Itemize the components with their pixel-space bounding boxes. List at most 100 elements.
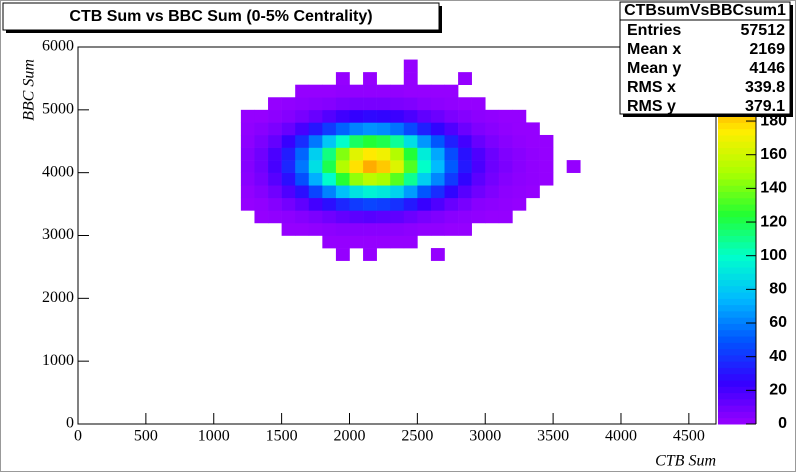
color-scale-step <box>718 222 756 230</box>
heat-cell <box>240 109 255 123</box>
heat-cell <box>376 160 391 173</box>
heat-cell <box>403 147 418 161</box>
color-scale-step <box>718 241 756 249</box>
heat-cell <box>525 147 540 161</box>
heat-cell <box>281 210 296 224</box>
heat-cell <box>458 197 472 211</box>
heat-cell <box>322 160 337 173</box>
x-tick-label: 0 <box>74 428 82 445</box>
plot-area <box>240 59 581 261</box>
color-scale-step <box>718 329 756 337</box>
x-tick-label: 4500 <box>673 428 705 445</box>
heat-cell <box>254 134 269 148</box>
heat-cell <box>403 59 418 73</box>
heat-cell <box>376 122 391 136</box>
heat-cell <box>295 222 310 236</box>
heat-cell <box>390 160 405 173</box>
heat-cell <box>363 147 377 161</box>
heat-cell <box>444 222 459 236</box>
heat-cell <box>308 222 323 236</box>
heat-cell <box>458 210 472 224</box>
heat-cell <box>471 197 486 211</box>
heat-cell <box>268 197 282 211</box>
heat-cell <box>363 160 377 173</box>
color-scale-step <box>718 342 756 350</box>
heat-cell <box>376 147 391 161</box>
heat-cell <box>430 222 445 236</box>
stats-label: Mean x <box>627 41 681 58</box>
heat-cell <box>485 147 500 161</box>
heat-cell <box>444 122 459 136</box>
heat-cell <box>417 109 432 123</box>
heat-cell <box>322 109 337 123</box>
y-tick-label: 1000 <box>42 352 74 369</box>
heat-cell <box>498 147 513 161</box>
heat-cell <box>254 122 269 136</box>
heat-cell <box>376 109 391 123</box>
heat-cell <box>458 122 472 136</box>
heat-cell <box>417 160 432 173</box>
heat-cell <box>471 172 486 186</box>
heat-cell <box>281 122 296 136</box>
heat-cell <box>403 72 418 85</box>
heat-cell <box>417 84 432 98</box>
heat-cell <box>458 160 472 173</box>
stats-label: RMS x <box>627 79 676 96</box>
heat-cell <box>390 235 405 249</box>
heat-cell <box>349 134 364 148</box>
heat-cell <box>322 134 337 148</box>
heat-cell <box>363 109 377 123</box>
color-scale-step <box>718 216 756 224</box>
heat-cell <box>403 197 418 211</box>
heat-cell <box>485 185 500 199</box>
heat-cell <box>403 185 418 199</box>
color-scale-step <box>718 141 756 149</box>
heat-cell <box>363 210 377 224</box>
heat-cell <box>417 185 432 199</box>
heat-cell <box>295 185 310 199</box>
heat-cell <box>390 122 405 136</box>
heat-cell <box>322 185 337 199</box>
color-scale-step <box>718 134 756 142</box>
heat-cell <box>498 197 513 211</box>
heat-cell <box>376 210 391 224</box>
heat-cell <box>281 134 296 148</box>
heat-cell <box>335 122 350 136</box>
color-scale-step <box>718 229 756 236</box>
heat-cell <box>512 172 527 186</box>
color-scale-step <box>718 304 756 312</box>
heat-cell <box>458 134 472 148</box>
heat-cell <box>458 72 472 85</box>
heat-cell <box>471 147 486 161</box>
heat-cell <box>430 134 445 148</box>
heat-cell <box>308 122 323 136</box>
x-tick-label: 500 <box>134 428 158 445</box>
color-scale-step <box>718 405 756 412</box>
chart-title: CTB Sum vs BBC Sum (0-5% Centrality) <box>69 8 372 25</box>
heat-cell <box>349 197 364 211</box>
heat-cell <box>268 160 282 173</box>
heat-cell <box>390 185 405 199</box>
stats-box: CTBsumVsBBCsum1 Entries 57512 Mean x 2169 Me… <box>619 1 793 117</box>
color-scale-step <box>718 153 756 161</box>
heat-cell <box>390 210 405 224</box>
heat-cell <box>376 197 391 211</box>
heat-cell <box>444 172 459 186</box>
heat-cell <box>390 172 405 186</box>
color-scale-step <box>718 116 756 123</box>
color-scale-step <box>718 266 756 274</box>
heat-cell <box>281 222 296 236</box>
heat-cell <box>485 122 500 136</box>
stats-value: 2169 <box>749 41 785 58</box>
heat-cell <box>349 185 364 199</box>
heat-cell <box>335 147 350 161</box>
y-tick-label: 2000 <box>42 289 74 306</box>
heat-cell <box>444 84 459 98</box>
color-scale-step <box>718 411 756 419</box>
heat-cell <box>349 109 364 123</box>
heat-cell <box>403 160 418 173</box>
y-tick-label: 3000 <box>42 226 74 243</box>
heat-cell <box>363 248 377 261</box>
heat-cell <box>525 185 540 199</box>
heat-cell <box>335 222 350 236</box>
